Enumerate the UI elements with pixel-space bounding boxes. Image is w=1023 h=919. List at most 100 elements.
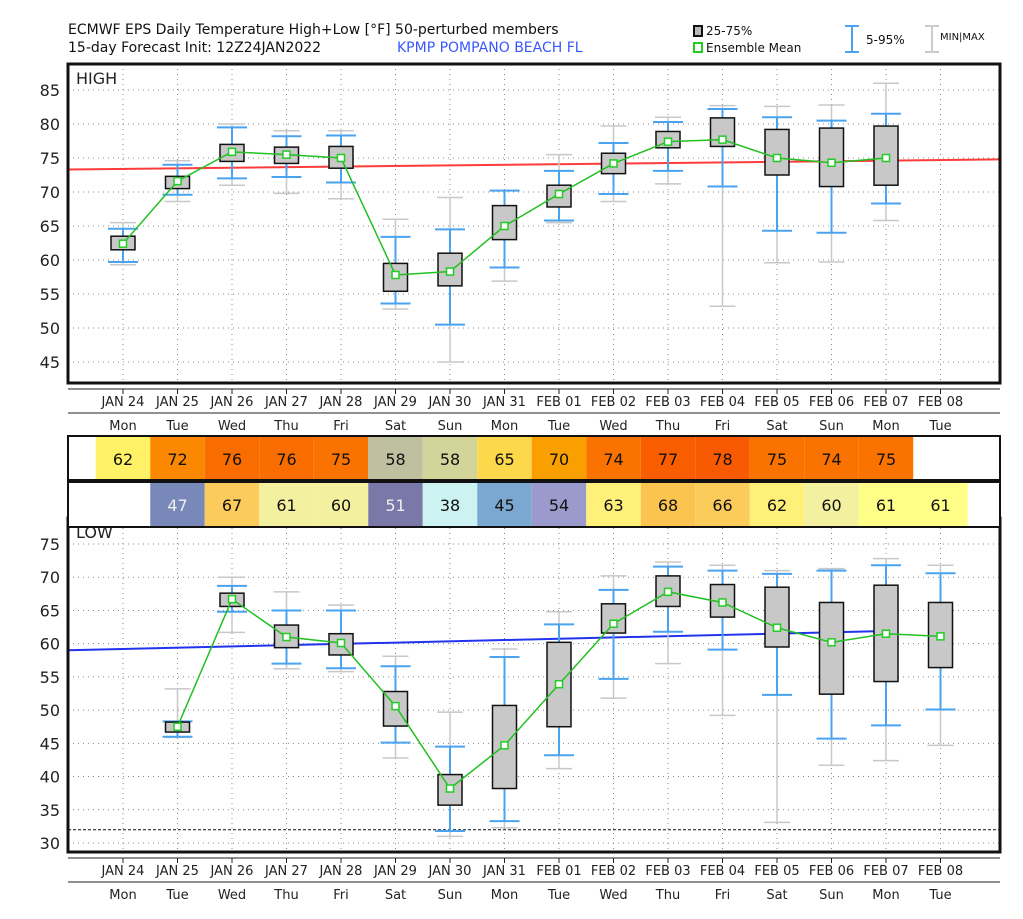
high-cell	[204, 437, 260, 479]
high-cell	[313, 437, 369, 479]
x-date-label: JAN 28	[319, 395, 363, 410]
x-day-label: Sat	[766, 888, 787, 903]
high-cell-value: 72	[167, 450, 187, 469]
x-date-label: JAN 31	[482, 864, 526, 879]
x-day-label: Tue	[928, 888, 951, 903]
low-cell	[640, 483, 696, 526]
ensemble-mean-marker	[282, 632, 291, 642]
x-date-label: FEB 05	[754, 864, 799, 879]
x-day-label: Mon	[491, 419, 518, 434]
x-day-label: Fri	[333, 419, 349, 434]
y-tick-label: 75	[40, 535, 60, 554]
iqr-box	[764, 128, 790, 176]
ensemble-mean-marker	[282, 150, 291, 159]
low-cell	[531, 483, 587, 526]
x-day-label: Fri	[333, 888, 349, 903]
legend-minmax-label: MIN|MAX	[940, 32, 985, 43]
high-cell-value: 58	[385, 450, 405, 469]
x-date-label: FEB 02	[591, 864, 636, 879]
ensemble-mean-marker	[173, 722, 182, 731]
x-day-label: Mon	[491, 888, 518, 903]
ensemble-mean-marker	[500, 741, 509, 750]
low-cell	[477, 483, 532, 526]
high-cell	[422, 437, 478, 479]
ensemble-mean-marker	[881, 629, 891, 638]
x-day-label: Sun	[438, 888, 463, 903]
low-cell	[858, 483, 914, 526]
ensemble-mean-marker	[445, 784, 455, 793]
x-date-label: JAN 24	[101, 864, 145, 879]
x-day-label: Sat	[385, 888, 406, 903]
x-day-label: Wed	[218, 419, 246, 434]
high-cell-value: 78	[712, 450, 732, 469]
high-cell-value: 74	[603, 450, 623, 469]
high-cell-value: 70	[549, 450, 569, 469]
x-date-label: FEB 01	[536, 864, 581, 879]
x-day-label: Sun	[438, 419, 463, 434]
ensemble-mean-marker	[227, 147, 237, 157]
ensemble-mean-marker	[663, 587, 673, 597]
x-date-label: JAN 30	[428, 395, 472, 410]
legend-box-icon	[693, 25, 703, 37]
legend-minmax-icon	[925, 25, 939, 53]
low-cell	[695, 483, 750, 526]
low-cell-value: 54	[549, 496, 569, 515]
x-date-label: FEB 02	[591, 395, 636, 410]
ensemble-mean-marker	[336, 638, 346, 648]
x-date-label: JAN 28	[319, 864, 363, 879]
x-date-label: JAN 25	[155, 395, 199, 410]
legend-whisker-label: 5-95%	[866, 33, 905, 47]
x-date-label: FEB 03	[645, 395, 690, 410]
x-day-label: Mon	[872, 419, 899, 434]
low-cell-value: 61	[276, 496, 296, 515]
y-tick-label: 55	[40, 285, 60, 304]
iqr-box	[437, 252, 463, 287]
high-cell	[749, 437, 805, 479]
ensemble-mean-marker	[609, 619, 618, 628]
high-panel-title: HIGH	[76, 69, 117, 88]
x-date-label: JAN 27	[264, 395, 308, 410]
high-cell	[95, 437, 151, 479]
low-cell-value: 51	[385, 496, 405, 515]
y-tick-label: 50	[40, 319, 60, 338]
iqr-box	[818, 601, 845, 695]
y-tick-label: 65	[40, 601, 60, 620]
high-cell-value: 65	[494, 450, 514, 469]
x-date-label: FEB 03	[645, 864, 690, 879]
x-day-label: Thu	[273, 419, 298, 434]
low-cell	[259, 483, 314, 526]
low-cell-value: 61	[930, 496, 950, 515]
y-tick-label: 60	[40, 251, 60, 270]
high-panel-frame	[66, 62, 1002, 385]
x-day-label: Sat	[766, 419, 787, 434]
low-cell-value: 63	[603, 496, 623, 515]
legend-mean-icon	[693, 42, 703, 53]
y-tick-label: 35	[40, 801, 60, 820]
x-date-label: JAN 29	[373, 395, 417, 410]
high-cell	[586, 437, 641, 479]
low-cell-value: 45	[494, 496, 514, 515]
ensemble-mean-marker	[173, 176, 182, 186]
high-cell	[640, 437, 696, 479]
x-date-label: FEB 08	[918, 395, 963, 410]
low-cell-value: 47	[167, 496, 187, 515]
x-day-label: Mon	[109, 419, 136, 434]
x-date-label: FEB 07	[863, 395, 908, 410]
x-day-label: Wed	[218, 888, 246, 903]
low-cell	[368, 483, 423, 526]
low-panel-frame	[66, 516, 1002, 854]
y-tick-label: 45	[40, 353, 60, 372]
x-day-label: Sat	[385, 419, 406, 434]
low-cell	[150, 483, 205, 526]
station-label: KPMP POMPANO BEACH FL	[397, 40, 583, 56]
y-tick-label: 30	[40, 834, 60, 853]
ensemble-mean-marker	[772, 623, 782, 632]
y-tick-label: 55	[40, 668, 60, 687]
x-date-label: FEB 04	[700, 864, 745, 879]
iqr-box	[546, 641, 572, 728]
ensemble-mean-marker	[227, 594, 237, 604]
ensemble-mean-marker	[336, 153, 346, 163]
ensemble-mean-marker	[391, 270, 400, 280]
